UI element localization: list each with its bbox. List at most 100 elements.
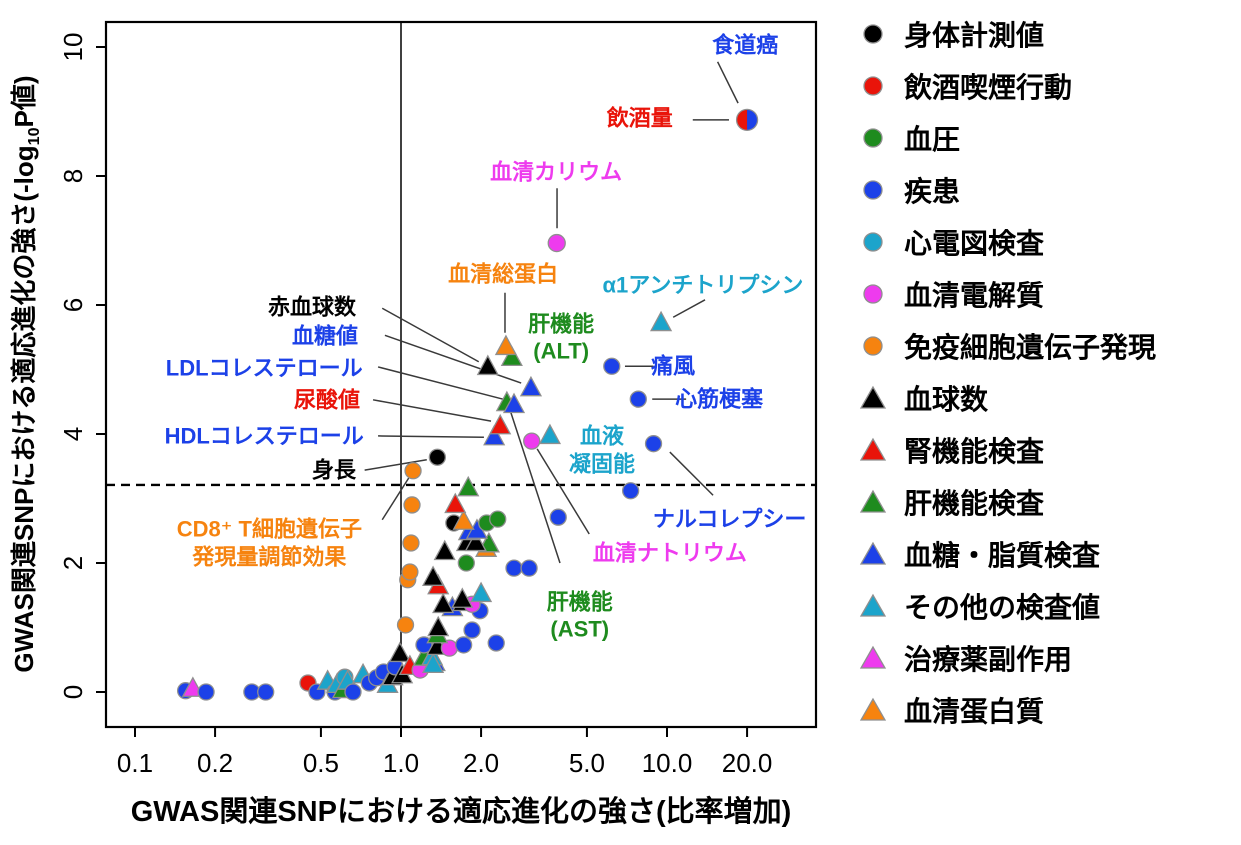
data-point-circle-blue	[621, 482, 640, 500]
legend-item-label: 飲酒喫煙行動	[904, 72, 1073, 103]
data-point-circle-blue	[549, 508, 567, 526]
annotation-label: 尿酸値	[294, 386, 360, 414]
data-point-triangle-blue	[483, 424, 506, 446]
annotation-leader-line	[377, 366, 504, 400]
data-point-circle-blue	[487, 634, 505, 652]
data-point-circle-green	[489, 510, 507, 528]
data-point-circle-magenta	[547, 233, 566, 253]
legend-item-label: 血清電解質	[904, 280, 1045, 311]
annotation-label: 血清ナトリウム	[593, 539, 747, 567]
y-tick-label: 10	[58, 33, 88, 62]
legend-item-label: 心電図検査	[904, 228, 1045, 259]
annotation-label: 血清総蛋白	[448, 260, 558, 288]
data-point-dual-blue-half	[747, 109, 758, 131]
legend-item-label: 血圧	[904, 124, 961, 155]
data-point-dual-outline	[735, 108, 759, 132]
annotation-label-line: CD8⁺ T細胞遺伝子	[176, 516, 362, 542]
data-point-triangle-black	[432, 592, 455, 614]
data-point-triangle-black	[433, 539, 456, 561]
data-point-circle-orange	[404, 462, 422, 480]
y-tick-label: 2	[58, 556, 88, 570]
data-point-triangle-cyan	[421, 652, 445, 674]
data-point-circle-orange	[401, 563, 419, 581]
annotation-leader-line	[536, 448, 590, 535]
legend-item-label: 身体計測値	[904, 20, 1045, 51]
annotation-leader-line	[364, 459, 427, 471]
legend-item: 血清電解質	[858, 268, 1156, 320]
legend-marker-circle	[863, 24, 883, 44]
x-axis-title: GWAS関連SNPにおける適応進化の強さ(比率増加)	[130, 796, 792, 828]
data-point-circle-black	[428, 448, 447, 466]
x-tick-label: 2.0	[463, 748, 499, 778]
data-point-triangle-green	[500, 345, 523, 367]
annotation-leader-line	[372, 399, 492, 422]
legend-item-label: その他の検査値	[904, 592, 1101, 623]
annotation-label: HDLコレステロール	[165, 422, 364, 450]
x-tick-label: 1.0	[383, 748, 419, 778]
annotation-label-line: 身長	[312, 457, 357, 483]
annotation-label: 飲酒量	[607, 104, 673, 132]
data-point-circle-orange	[402, 534, 420, 552]
legend-marker-triangle	[859, 645, 887, 669]
annotation-leader-line	[669, 451, 714, 496]
legend-item: 血清蛋白質	[858, 684, 1156, 736]
data-point-triangle-black	[464, 530, 487, 552]
legend-item: 血圧	[858, 112, 1156, 164]
annotation-label: 身長	[312, 456, 356, 484]
legend-item: 疾患	[858, 164, 1156, 216]
annotation-label-line: 血清カリウム	[490, 159, 623, 185]
legend-item: 治療薬副作用	[858, 632, 1156, 684]
legend-item-label: 肝機能検査	[904, 488, 1045, 519]
y-tick-label: 8	[58, 169, 88, 183]
data-point-circle-blue	[603, 357, 621, 375]
legend-marker-circle	[863, 336, 883, 356]
legend-marker-triangle	[859, 541, 887, 565]
y-axis-title-text: GWAS関連SNPにおける適応進化の強さ(-log	[8, 145, 39, 673]
x-tick-label: 10.0	[642, 748, 693, 778]
data-point-circle-green	[457, 554, 475, 572]
legend-marker-circle	[863, 232, 883, 252]
data-point-triangle-blue	[519, 375, 543, 397]
annotation-leader-line	[378, 435, 484, 438]
legend-item-label: 治療薬副作用	[904, 644, 1073, 675]
annotation-label-line: 食道癌	[712, 32, 779, 58]
annotation-label: 血糖値	[292, 322, 358, 350]
data-point-circle-blue	[463, 621, 481, 639]
annotation-label-line: 血清総蛋白	[448, 261, 559, 287]
x-tick-label: 0.5	[303, 748, 339, 778]
legend-item: 身体計測値	[858, 8, 1156, 60]
annotation-label-line: α1アンチトリプシン	[602, 272, 804, 298]
annotation-label-line: 血糖値	[291, 323, 359, 349]
data-point-triangle-red	[444, 492, 467, 514]
data-point-triangle-orange	[494, 334, 518, 356]
data-point-circle-blue	[197, 683, 215, 701]
legend-item: 免疫細胞遺伝子発現	[858, 320, 1156, 372]
annotation-label-line: (ALT)	[533, 338, 590, 364]
legend-item: 腎機能検査	[858, 424, 1156, 476]
annotation-label: 痛風	[651, 353, 695, 381]
annotation-label: CD8⁺ T細胞遺伝子 発現量調節効果	[177, 516, 362, 571]
legend-marker-circle	[863, 76, 883, 96]
legend-item-label: 免疫細胞遺伝子発現	[904, 332, 1157, 363]
x-tick-label: 0.1	[117, 748, 153, 778]
x-tick-label: 0.2	[197, 748, 233, 778]
legend-marker-circle	[863, 128, 883, 148]
legend-item: 血糖・脂質検査	[858, 528, 1156, 580]
legend-item-label: 血糖・脂質検査	[904, 540, 1101, 571]
annotation-label: 心筋梗塞	[675, 385, 763, 413]
data-point-triangle-orange	[452, 509, 475, 530]
annotation-leader-line	[384, 334, 522, 384]
legend-marker-triangle	[859, 593, 887, 617]
legend: 身体計測値 飲酒喫煙行動 血圧 疾患 心電図検査 血清電解質 免疫細胞遺伝子発現 血球数 腎機能…	[858, 8, 1156, 736]
annotation-label: 血清カリウム	[490, 158, 622, 186]
data-point-triangle-cyan	[649, 310, 673, 332]
annotation-label: 赤血球数	[268, 293, 356, 321]
annotation-label: ナルコレプシー	[653, 505, 807, 533]
annotation-label-line: (AST)	[550, 616, 610, 642]
annotation-label: 血液 凝固能	[569, 423, 635, 478]
data-point-circle-blue	[344, 683, 362, 701]
x-tick-label: 5.0	[569, 748, 605, 778]
legend-marker-triangle	[859, 489, 887, 513]
x-tick-label: 20.0	[722, 748, 773, 778]
